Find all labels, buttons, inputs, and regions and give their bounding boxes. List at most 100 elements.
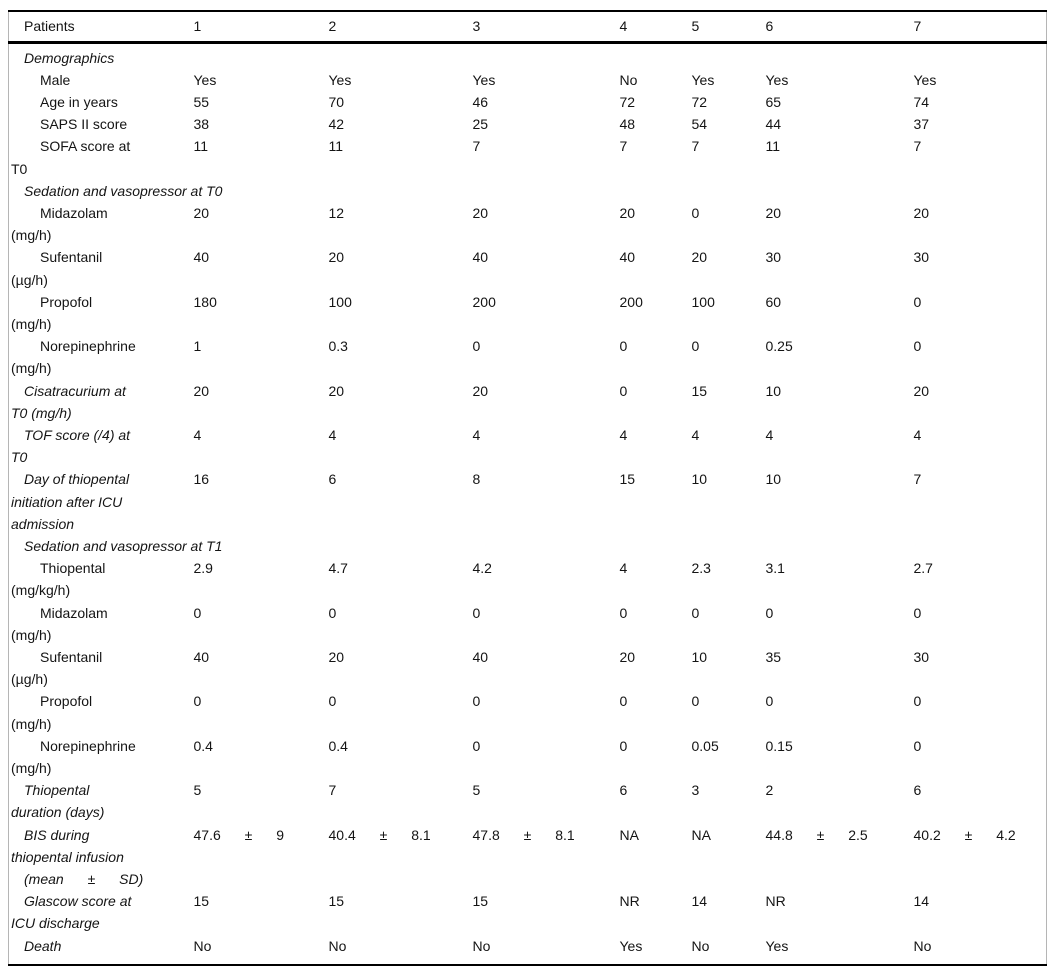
cell: 2 <box>765 782 774 799</box>
cell: 40 <box>472 648 489 665</box>
cell: 15 <box>619 471 636 488</box>
cell <box>766 42 914 69</box>
row-label: Day of thiopental initiation after ICU a… <box>11 471 130 532</box>
cell: 4 <box>619 560 628 577</box>
cell: 0 <box>913 338 922 355</box>
cell: 0.05 <box>691 737 719 754</box>
cell: 20 <box>691 249 708 266</box>
row-label: Sedation and vasopressor at T0 <box>24 182 223 199</box>
cell: Yes <box>193 71 217 88</box>
header-col-patient-1: 1 <box>193 18 202 35</box>
cell: 40.2 ± 4.2 <box>913 826 1016 843</box>
cell: 37 <box>913 116 930 133</box>
cell: 8 <box>472 471 481 488</box>
cell <box>473 42 620 69</box>
cell: 14 <box>691 893 708 910</box>
header-row: Patients 1 2 3 4 5 6 7 <box>8 11 1047 42</box>
cell: 72 <box>691 93 708 110</box>
cell: 1 <box>193 338 202 355</box>
cell: 7 <box>619 138 628 155</box>
cell: 0 <box>691 338 700 355</box>
cell: 5 <box>193 782 202 799</box>
row-label-cell: Propofol (mg/h) <box>9 291 194 335</box>
cell: No <box>193 937 212 954</box>
header-col-patient-7: 7 <box>913 18 922 35</box>
cell: 2.9 <box>193 560 213 577</box>
cell: 40 <box>619 249 636 266</box>
row-label-cell: Cisatracurium at T0 (mg/h) <box>9 380 194 424</box>
cell: 35 <box>765 648 782 665</box>
cell <box>692 180 766 202</box>
cell: 47.6 ± 9 <box>193 826 285 843</box>
table-row: Norepinephrine (mg/h) 0.4 0.4 0 0 0.05 0.15 0 <box>9 735 1047 779</box>
cell: 0 <box>619 382 628 399</box>
table-row: Propofol (mg/h) 180 100 200 200 100 60 0 <box>9 291 1047 335</box>
cell: 6 <box>328 471 337 488</box>
cell: Yes <box>619 937 643 954</box>
cell: 4 <box>691 426 700 443</box>
cell <box>914 42 1047 69</box>
table-row: Sufentanil (µg/h) 40 20 40 40 20 30 30 <box>9 246 1047 290</box>
row-label: Cisatracurium at T0 (mg/h) <box>11 382 126 421</box>
cell <box>766 180 914 202</box>
cell: 11 <box>193 138 209 155</box>
cell: 47.8 ± 8.1 <box>472 826 575 843</box>
cell: 10 <box>765 471 782 488</box>
table-row: Midazolam (mg/h) 0 0 0 0 0 0 0 <box>9 602 1047 646</box>
header-col-patient-4: 4 <box>619 18 628 35</box>
cell: 4 <box>472 426 481 443</box>
cell: 2.7 <box>913 560 933 577</box>
cell: 40.4 ± 8.1 <box>328 826 431 843</box>
cell: 15 <box>328 893 345 910</box>
cell: 0 <box>193 693 202 710</box>
cell: 74 <box>913 93 930 110</box>
cell: 4 <box>328 426 337 443</box>
row-label-cell: Glascow score at ICU discharge <box>9 890 194 934</box>
cell: 10 <box>691 471 708 488</box>
cell: 6 <box>913 782 922 799</box>
cell: 10 <box>765 382 782 399</box>
cell <box>194 42 329 69</box>
cell: 48 <box>619 116 636 133</box>
cell: 0 <box>328 604 337 621</box>
header-col-patient-2: 2 <box>328 18 337 35</box>
table-row: Norepinephrine (mg/h) 1 0.3 0 0 0 0.25 0 <box>9 335 1047 379</box>
table-row: Sedation and vasopressor at T1 <box>9 535 1047 557</box>
cell: 15 <box>193 893 210 910</box>
cell: 15 <box>691 382 708 399</box>
cell: 20 <box>193 382 210 399</box>
cell: 6 <box>619 782 628 799</box>
row-label-cell: Demographics <box>9 42 194 69</box>
row-label-cell: Sufentanil (µg/h) <box>9 246 194 290</box>
cell: NA <box>619 826 639 843</box>
cell: 100 <box>691 293 715 310</box>
cell: 15 <box>472 893 489 910</box>
cell <box>473 535 620 557</box>
cell: 0.15 <box>765 737 793 754</box>
row-label: Midazolam (mg/h) <box>11 204 108 244</box>
cell: 100 <box>328 293 352 310</box>
cell: 20 <box>619 648 636 665</box>
table-row: Male Yes Yes Yes No Yes Yes Yes <box>9 69 1047 91</box>
table-row: Demographics <box>9 42 1047 69</box>
cell: Yes <box>913 71 937 88</box>
table-row: Sufentanil (µg/h) 40 20 40 20 10 35 30 <box>9 646 1047 690</box>
cell: 3 <box>691 782 700 799</box>
row-label: Demographics <box>24 49 115 66</box>
cell: 46 <box>472 93 489 110</box>
cell: 16 <box>193 471 210 488</box>
cell: 7 <box>913 471 922 488</box>
row-label: Norepinephrine (mg/h) <box>11 737 136 776</box>
cell: NA <box>691 826 711 843</box>
cell: 0 <box>765 604 774 621</box>
row-label-cell: Death <box>9 935 194 965</box>
cell: No <box>472 937 491 954</box>
cell <box>766 535 914 557</box>
cell: 20 <box>619 204 636 221</box>
row-label-cell: SAPS II score <box>9 113 194 135</box>
cell: 0.4 <box>328 737 348 754</box>
cell: 54 <box>691 116 708 133</box>
cell: 20 <box>328 382 345 399</box>
table-row: TOF score (/4) at T0 4 4 4 4 4 4 4 <box>9 424 1047 468</box>
cell: 0 <box>619 604 628 621</box>
